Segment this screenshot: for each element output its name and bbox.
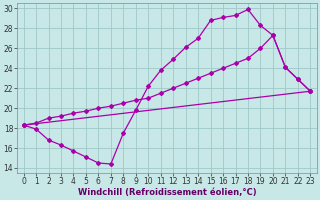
X-axis label: Windchill (Refroidissement éolien,°C): Windchill (Refroidissement éolien,°C) [78, 188, 256, 197]
